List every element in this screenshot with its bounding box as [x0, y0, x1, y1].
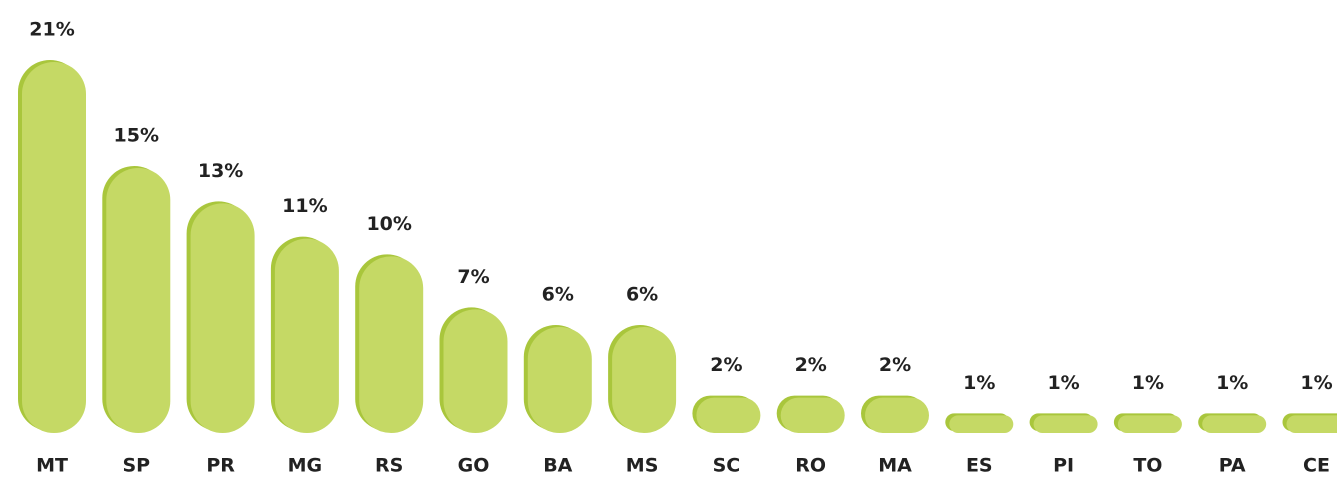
- value-label: 1%: [1047, 372, 1079, 394]
- x-tick-label: SP: [122, 455, 150, 477]
- x-tick-label: TO: [1133, 455, 1162, 477]
- value-label: 2%: [795, 354, 827, 376]
- value-label: 13%: [198, 160, 243, 182]
- bar: [865, 397, 929, 433]
- value-label: 2%: [710, 354, 742, 376]
- x-tick-label: PR: [206, 455, 235, 477]
- bar: [190, 203, 255, 433]
- bar: [780, 397, 845, 433]
- bar: [696, 397, 761, 433]
- bar: [1033, 415, 1098, 433]
- bar: [949, 415, 1014, 433]
- x-tick-label: MG: [288, 455, 323, 477]
- x-tick-label: SC: [713, 455, 741, 477]
- x-tick-label: PA: [1219, 455, 1246, 477]
- x-tick-label: GO: [458, 455, 490, 477]
- bar: [527, 327, 592, 433]
- value-label: 6%: [542, 284, 574, 306]
- value-label: 1%: [1132, 372, 1164, 394]
- x-tick-label: MT: [36, 455, 68, 477]
- value-label: 1%: [1216, 372, 1248, 394]
- value-label: 15%: [114, 125, 159, 147]
- bar: [443, 309, 508, 433]
- value-label: 6%: [626, 284, 658, 306]
- bar: [274, 238, 339, 433]
- bar: [1117, 415, 1182, 433]
- x-tick-label: MA: [878, 455, 912, 477]
- bar: [1202, 415, 1267, 433]
- x-tick-label: ES: [966, 455, 993, 477]
- x-tick-label: RS: [375, 455, 403, 477]
- bar: [612, 327, 677, 433]
- bar: [1286, 415, 1337, 433]
- value-label: 11%: [282, 195, 327, 217]
- value-label: 10%: [366, 213, 411, 235]
- bar: [22, 62, 86, 433]
- x-tick-label: PI: [1053, 455, 1074, 477]
- bar: [106, 168, 171, 433]
- value-label: 1%: [963, 372, 995, 394]
- value-label: 2%: [879, 354, 911, 376]
- x-tick-label: MS: [626, 455, 659, 477]
- x-tick-label: CE: [1303, 455, 1330, 477]
- value-label: 7%: [457, 266, 489, 288]
- bar: [359, 256, 424, 433]
- x-tick-label: RO: [795, 455, 826, 477]
- value-label: 1%: [1300, 372, 1332, 394]
- x-tick-label: BA: [543, 455, 572, 477]
- value-label: 21%: [29, 19, 74, 41]
